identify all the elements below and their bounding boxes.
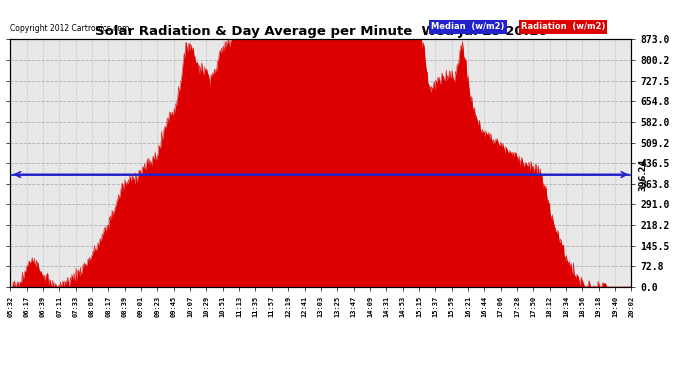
Text: 396.24: 396.24 (0, 158, 3, 191)
Text: Median  (w/m2): Median (w/m2) (431, 22, 504, 32)
Text: 396.24: 396.24 (639, 158, 648, 191)
Title: Solar Radiation & Day Average per Minute  Wed Jul 25 20:16: Solar Radiation & Day Average per Minute… (95, 25, 547, 38)
Text: Radiation  (w/m2): Radiation (w/m2) (521, 22, 605, 32)
Text: Copyright 2012 Cartronics.com: Copyright 2012 Cartronics.com (10, 24, 130, 33)
